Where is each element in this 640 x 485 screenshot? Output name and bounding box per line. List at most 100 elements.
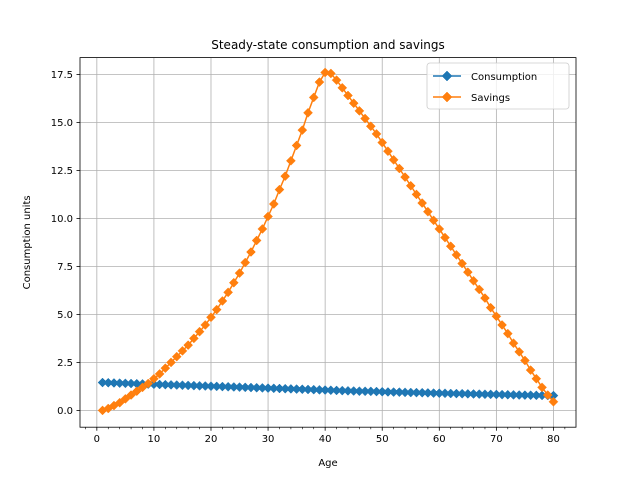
x-tick-label: 60 (433, 434, 446, 445)
savings-point (371, 129, 382, 139)
legend: Consumption Savings (426, 62, 570, 110)
savings-point (177, 346, 188, 356)
savings-point (268, 199, 279, 209)
savings-point (149, 373, 159, 384)
savings-point (189, 333, 199, 344)
savings-point (348, 98, 359, 109)
y-tick-label: 15.0 (51, 118, 73, 129)
savings-point (497, 320, 507, 330)
savings-point (291, 140, 302, 151)
savings-point (114, 397, 125, 408)
savings-point (537, 382, 547, 393)
savings-point (491, 311, 502, 322)
savings-point (417, 198, 428, 208)
x-tick-label: 30 (262, 434, 275, 445)
legend-consumption-marker (441, 70, 453, 82)
savings-point (451, 250, 462, 260)
savings-point (280, 171, 291, 182)
x-tick-label: 10 (148, 434, 161, 445)
savings-point (462, 267, 473, 278)
y-tick-label: 12.5 (51, 166, 73, 177)
savings-point (474, 284, 485, 295)
x-tick-label: 40 (319, 434, 332, 445)
savings-point (502, 328, 513, 339)
savings-point (445, 241, 456, 252)
savings-point (428, 215, 439, 226)
savings-point (211, 304, 222, 315)
savings-point (246, 247, 256, 257)
savings-point (457, 258, 467, 269)
legend-box (426, 62, 570, 110)
y-tick-label: 0.0 (57, 406, 73, 417)
savings-point (206, 312, 216, 323)
savings-point (354, 106, 365, 116)
savings-point (343, 90, 353, 101)
savings-point (223, 287, 233, 298)
savings-point (326, 68, 336, 79)
savings-point (297, 125, 308, 135)
savings-point (365, 121, 376, 132)
x-tick-label: 20 (205, 434, 218, 445)
savings-point (251, 235, 262, 246)
savings-point (520, 355, 530, 366)
savings-point (434, 224, 445, 234)
y-tick-label: 7.5 (57, 262, 73, 273)
x-tick-label: 70 (490, 434, 503, 445)
savings-point (423, 206, 433, 217)
savings-point (405, 180, 416, 191)
y-axis-label: Consumption units (22, 195, 33, 289)
x-axis-label: Age (318, 458, 337, 469)
savings-point (171, 351, 182, 362)
y-tick-label: 10.0 (51, 214, 73, 225)
plot-frame (79, 57, 577, 428)
y-tick-label: 2.5 (57, 358, 73, 369)
savings-point (525, 365, 536, 375)
savings-point (303, 107, 313, 118)
axis-ticks: 0 10 20 30 40 50 60 70 80 0.0 2.5 5.0 7.5 10.0 12.5 15.… (51, 70, 566, 445)
series-layer (97, 67, 559, 416)
savings-point (388, 154, 399, 165)
savings-point (308, 92, 319, 103)
legend-consumption-label: Consumption (471, 72, 537, 83)
savings-point (228, 277, 239, 288)
savings-point (286, 155, 296, 166)
savings-point (485, 302, 496, 313)
savings-point (160, 363, 171, 374)
savings-point (331, 75, 342, 86)
savings-point (377, 137, 388, 148)
savings-point (194, 326, 205, 337)
savings-point (314, 77, 325, 87)
savings-point (131, 386, 142, 397)
savings-point (531, 373, 542, 384)
savings-point (137, 382, 148, 393)
savings-point (400, 172, 410, 182)
x-tick-label: 80 (547, 434, 560, 445)
savings-point (240, 257, 251, 268)
savings-point (411, 189, 422, 200)
x-tick-label: 50 (376, 434, 389, 445)
savings-point (143, 378, 154, 389)
grid (80, 57, 576, 428)
savings-point (154, 369, 165, 379)
savings-point (183, 340, 194, 350)
savings-point (508, 338, 519, 349)
legend-savings-label: Savings (471, 93, 510, 104)
savings-point (514, 346, 525, 357)
chart-title: Steady-state consumption and savings (211, 38, 445, 52)
savings-point (217, 296, 228, 306)
savings-point (257, 224, 268, 234)
savings-point (200, 320, 211, 330)
savings-point (234, 268, 245, 278)
savings-point (337, 82, 348, 93)
savings-point (542, 390, 553, 400)
savings-point (480, 293, 490, 303)
savings-point (440, 232, 450, 243)
savings-point (394, 163, 405, 174)
savings-point (360, 113, 370, 124)
y-tick-label: 5.0 (57, 310, 73, 321)
savings-point (120, 394, 131, 404)
x-tick-label: 0 (94, 434, 100, 445)
savings-point (166, 357, 176, 368)
